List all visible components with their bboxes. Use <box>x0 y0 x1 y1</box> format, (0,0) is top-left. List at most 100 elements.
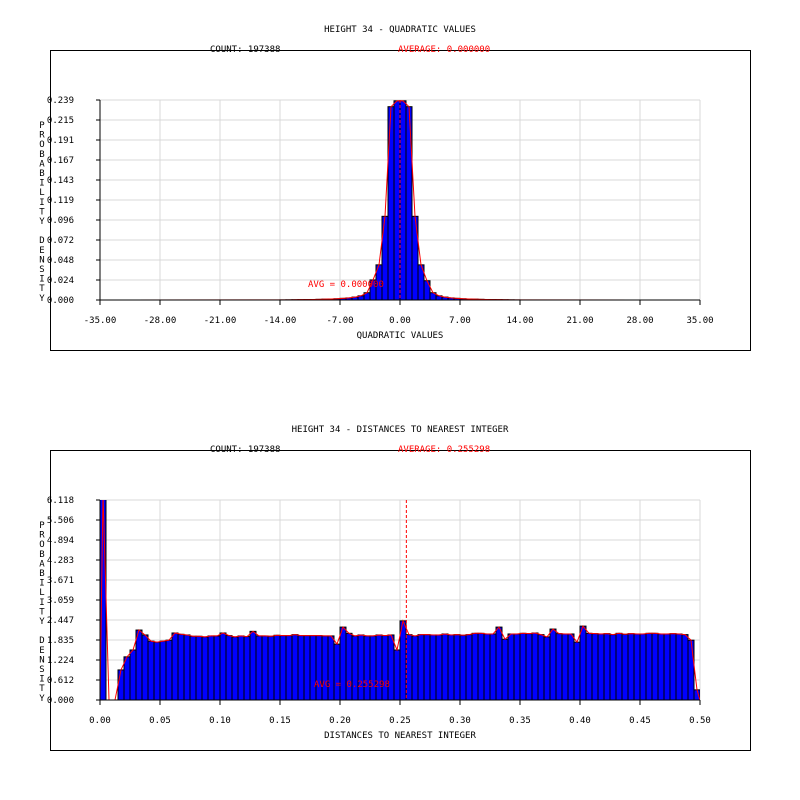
x-tick-label: 0.45 <box>629 716 651 726</box>
histogram-bar <box>279 635 287 700</box>
y-tick-label: 0.191 <box>47 136 74 146</box>
histogram-bar <box>519 632 527 700</box>
histogram-bar <box>615 632 623 700</box>
histogram-bar <box>357 634 365 700</box>
x-axis-label: QUADRATIC VALUES <box>357 331 444 341</box>
histogram-bar <box>687 639 695 700</box>
histogram-bar <box>153 641 161 700</box>
chart-title: HEIGHT 34 - QUADRATIC VALUES <box>324 25 476 35</box>
histogram-bar <box>483 633 491 700</box>
bars <box>100 100 700 300</box>
histogram-bar <box>495 626 503 700</box>
histogram-bar <box>555 633 563 700</box>
histogram-bar <box>453 634 461 700</box>
histogram-bar <box>543 636 551 700</box>
histogram-bar <box>525 633 533 700</box>
histogram-bar <box>447 634 455 700</box>
histogram-bar <box>567 633 575 700</box>
histogram-bar <box>165 639 173 700</box>
y-tick-label: 3.059 <box>47 596 74 606</box>
histogram-bar <box>537 634 545 700</box>
histogram-bar <box>573 641 581 700</box>
histogram-bar <box>663 633 671 700</box>
x-tick-label: 0.00 <box>389 316 411 326</box>
histogram-bar <box>399 100 407 300</box>
histogram-bar <box>369 635 377 700</box>
x-tick-label: 28.00 <box>626 316 653 326</box>
histogram-bar <box>405 106 413 300</box>
histogram-bar <box>441 633 449 700</box>
histogram-bar <box>579 625 587 700</box>
histogram-bar <box>681 634 689 700</box>
histogram-bar <box>585 632 593 700</box>
histogram-bar <box>261 635 269 700</box>
histogram-bar <box>621 633 629 700</box>
average-label: AVERAGE: 0.000000 <box>398 45 490 55</box>
y-tick-label: 0.024 <box>47 276 74 286</box>
histogram-bar <box>123 656 131 700</box>
histogram-bar <box>531 632 539 700</box>
histogram-bar <box>393 100 401 300</box>
chart-1: HEIGHT 34 - QUADRATIC VALUES COUNT: 19738… <box>39 25 751 351</box>
histogram-bar <box>243 636 251 700</box>
histogram-bar <box>603 633 611 700</box>
histogram-bar <box>411 215 419 300</box>
x-tick-label: 0.05 <box>149 716 171 726</box>
histogram-bar <box>333 643 341 700</box>
x-tick-label: 14.00 <box>506 316 533 326</box>
histogram-bar <box>225 635 233 700</box>
histogram-bar <box>411 635 419 700</box>
x-tick-label: 0.40 <box>569 716 591 726</box>
histogram-bar <box>285 635 293 700</box>
average-annotation: AVG = 0.255298 <box>314 680 390 690</box>
histogram-bar <box>273 634 281 700</box>
histogram-bar <box>627 633 635 700</box>
histogram-bar <box>255 635 263 700</box>
histogram-bar <box>651 632 659 700</box>
y-tick-label: 0.000 <box>47 696 74 706</box>
histogram-bar <box>351 635 359 700</box>
density-curve <box>100 500 700 700</box>
histogram-bar <box>117 669 125 700</box>
histogram-bar <box>423 280 431 300</box>
histogram-bar <box>207 635 215 700</box>
histogram-bar <box>129 649 137 700</box>
histogram-bar <box>159 640 167 700</box>
histogram-bar <box>237 635 245 700</box>
x-axis-label: DISTANCES TO NEAREST INTEGER <box>324 731 476 741</box>
histogram-bar <box>459 634 467 700</box>
y-tick-label: 0.612 <box>47 676 74 686</box>
histogram-bar <box>507 633 515 700</box>
histogram-bar <box>315 635 323 700</box>
histogram-bar <box>375 634 383 700</box>
x-tick-label: 0.30 <box>449 716 471 726</box>
histogram-bar <box>297 635 305 700</box>
histogram-bar <box>213 635 221 700</box>
x-tick-label: -35.00 <box>84 316 117 326</box>
average-annotation: AVG = 0.000000 <box>308 280 384 290</box>
y-tick-label: 0.048 <box>47 256 74 266</box>
histogram-bar <box>363 635 371 700</box>
y-tick-label: 4.283 <box>47 556 74 566</box>
y-tick-label: 1.224 <box>47 656 74 666</box>
histogram-bar <box>381 635 389 700</box>
histogram-bar <box>147 640 155 700</box>
histogram-bar <box>141 634 149 700</box>
x-tick-label: 0.15 <box>269 716 291 726</box>
histogram-bar <box>249 630 257 700</box>
histogram-bar <box>657 633 665 700</box>
histogram-bar <box>501 638 509 700</box>
histogram-bar <box>291 634 299 700</box>
chart-2: HEIGHT 34 - DISTANCES TO NEAREST INTEGER… <box>39 425 751 751</box>
x-tick-label: 0.10 <box>209 716 231 726</box>
histogram-bar <box>513 633 521 700</box>
x-tick-label: 0.50 <box>689 716 711 726</box>
x-tick-label: 21.00 <box>566 316 593 326</box>
count-label: COUNT: 197388 <box>210 445 280 455</box>
y-tick-label: 6.118 <box>47 496 74 506</box>
x-tick-label: 0.35 <box>509 716 531 726</box>
histogram-bar <box>393 649 401 700</box>
histogram-bar <box>675 633 683 700</box>
histogram-bar <box>177 633 185 700</box>
